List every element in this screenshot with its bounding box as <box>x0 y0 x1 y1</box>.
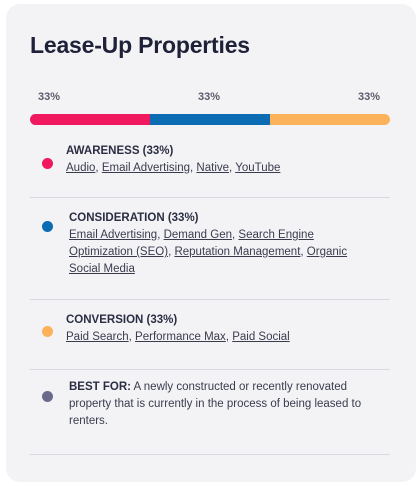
conversion-heading: CONVERSION (33%) <box>66 314 178 326</box>
awareness-section: AWARENESS (33%) Audio, Email Advertising… <box>30 134 390 198</box>
conversion-percent-label: 33% <box>358 91 381 103</box>
allocation-bar <box>30 114 390 125</box>
link-audio[interactable]: Audio <box>66 162 96 174</box>
link-native[interactable]: Native <box>196 162 230 174</box>
consideration-percent-label: 33% <box>198 91 221 103</box>
consideration-dot-icon <box>42 221 53 232</box>
link-performance-max[interactable]: Performance Max <box>135 331 226 343</box>
best-for-dot-icon <box>42 391 53 402</box>
awareness-dot-icon <box>42 158 53 169</box>
link-email-advertising[interactable]: Email Advertising <box>69 229 158 241</box>
awareness-bar-segment <box>30 114 150 125</box>
best-for-label: BEST FOR: <box>69 381 131 393</box>
link-organic-social-media[interactable]: Organic Social Media <box>69 246 348 275</box>
conversion-section: CONVERSION (33%) Paid Search, Performanc… <box>30 300 390 370</box>
link-reputation-management[interactable]: Reputation Management <box>174 246 301 258</box>
lease-up-card: Lease-Up Properties 33% 33% 33% AWARENES… <box>6 4 416 482</box>
consideration-section: CONSIDERATION (33%) Email Advertising, D… <box>30 198 390 300</box>
conversion-bar-segment <box>269 114 390 125</box>
consideration-bar-segment <box>149 114 270 125</box>
link-youtube[interactable]: YouTube <box>235 162 281 174</box>
link-paid-search[interactable]: Paid Search <box>66 331 129 343</box>
link-paid-social[interactable]: Paid Social <box>232 331 290 343</box>
link-email-advertising[interactable]: Email Advertising <box>101 162 191 174</box>
best-for-section: BEST FOR: A newly constructed or recentl… <box>30 370 390 455</box>
conversion-dot-icon <box>42 326 53 337</box>
card-title: Lease-Up Properties <box>30 32 250 58</box>
link-seo[interactable]: Search Engine Optimization (SEO) <box>69 229 314 258</box>
best-for-description: A newly constructed or recently renovate… <box>69 381 362 427</box>
link-demand-gen[interactable]: Demand Gen <box>163 229 233 241</box>
consideration-heading: CONSIDERATION (33%) <box>69 212 199 224</box>
awareness-heading: AWARENESS (33%) <box>66 145 174 157</box>
awareness-percent-label: 33% <box>38 91 61 103</box>
